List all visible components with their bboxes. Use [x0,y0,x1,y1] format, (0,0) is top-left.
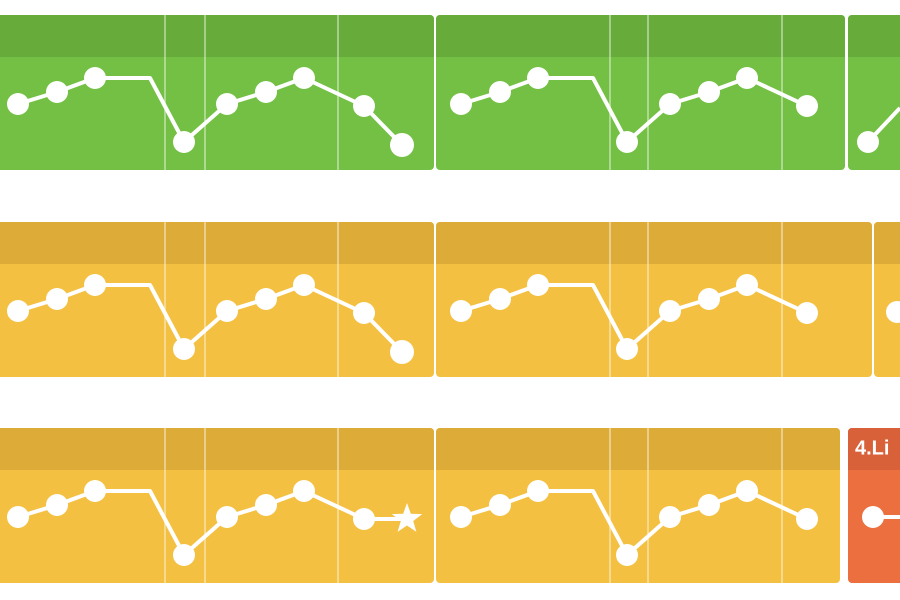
level-node[interactable] [857,131,879,153]
level-path [17,283,404,354]
level-node[interactable] [293,274,315,296]
level-node[interactable] [736,480,758,502]
level-node[interactable] [7,93,29,115]
level-node[interactable] [173,544,195,566]
level-node[interactable] [84,67,106,89]
card-header [0,222,434,264]
level-node[interactable] [616,131,638,153]
level-node[interactable] [736,67,758,89]
level-node[interactable] [353,95,375,117]
level-node[interactable] [255,288,277,310]
level-node[interactable] [489,494,511,516]
level-card[interactable] [0,222,434,377]
level-node[interactable] [84,480,106,502]
level-node[interactable] [7,506,29,528]
level-node[interactable] [616,338,638,360]
level-node[interactable] [293,480,315,502]
level-node[interactable] [796,508,818,530]
level-node[interactable] [616,544,638,566]
level-node[interactable] [659,506,681,528]
level-card[interactable] [848,15,900,170]
level-node[interactable] [7,300,29,322]
level-node[interactable] [216,93,238,115]
level-node[interactable] [736,274,758,296]
level-card[interactable] [436,15,845,170]
level-node[interactable] [173,131,195,153]
level-node[interactable] [216,506,238,528]
level-node[interactable] [46,81,68,103]
level-path [17,76,404,147]
level-node[interactable] [659,300,681,322]
level-node[interactable] [796,95,818,117]
level-node[interactable] [698,81,720,103]
card-header [848,428,900,470]
map-layer [0,15,900,583]
level-node[interactable] [886,301,900,323]
level-node[interactable] [390,340,414,364]
level-node[interactable] [659,93,681,115]
level-card[interactable] [436,222,872,377]
level-node[interactable] [527,274,549,296]
level-path [17,489,407,557]
card-header [848,15,900,57]
level-node[interactable] [450,506,472,528]
level-node[interactable] [698,494,720,516]
level-card[interactable] [436,428,840,583]
level-card[interactable] [0,428,434,583]
card-header [436,428,840,470]
level-node[interactable] [862,506,884,528]
level-card[interactable] [874,222,900,377]
card-header [436,222,872,264]
card-header [874,222,900,264]
level-node[interactable] [450,93,472,115]
level-node[interactable] [255,81,277,103]
level-title: 4.Li [855,437,889,459]
level-node[interactable] [527,67,549,89]
level-node[interactable] [84,274,106,296]
level-node[interactable] [353,302,375,324]
level-node[interactable] [353,508,375,530]
level-node[interactable] [390,133,414,157]
level-card[interactable] [0,15,434,170]
level-node[interactable] [527,480,549,502]
card-header [436,15,845,57]
level-node[interactable] [46,494,68,516]
level-node[interactable] [489,288,511,310]
level-node[interactable] [173,338,195,360]
level-node[interactable] [796,302,818,324]
goal-star [391,503,423,532]
card-header [0,15,434,57]
level-node[interactable] [489,81,511,103]
level-node[interactable] [255,494,277,516]
level-node[interactable] [293,67,315,89]
level-node[interactable] [46,288,68,310]
level-card[interactable] [848,428,900,583]
card-header [0,428,434,470]
level-node[interactable] [698,288,720,310]
level-node[interactable] [216,300,238,322]
level-node[interactable] [450,300,472,322]
